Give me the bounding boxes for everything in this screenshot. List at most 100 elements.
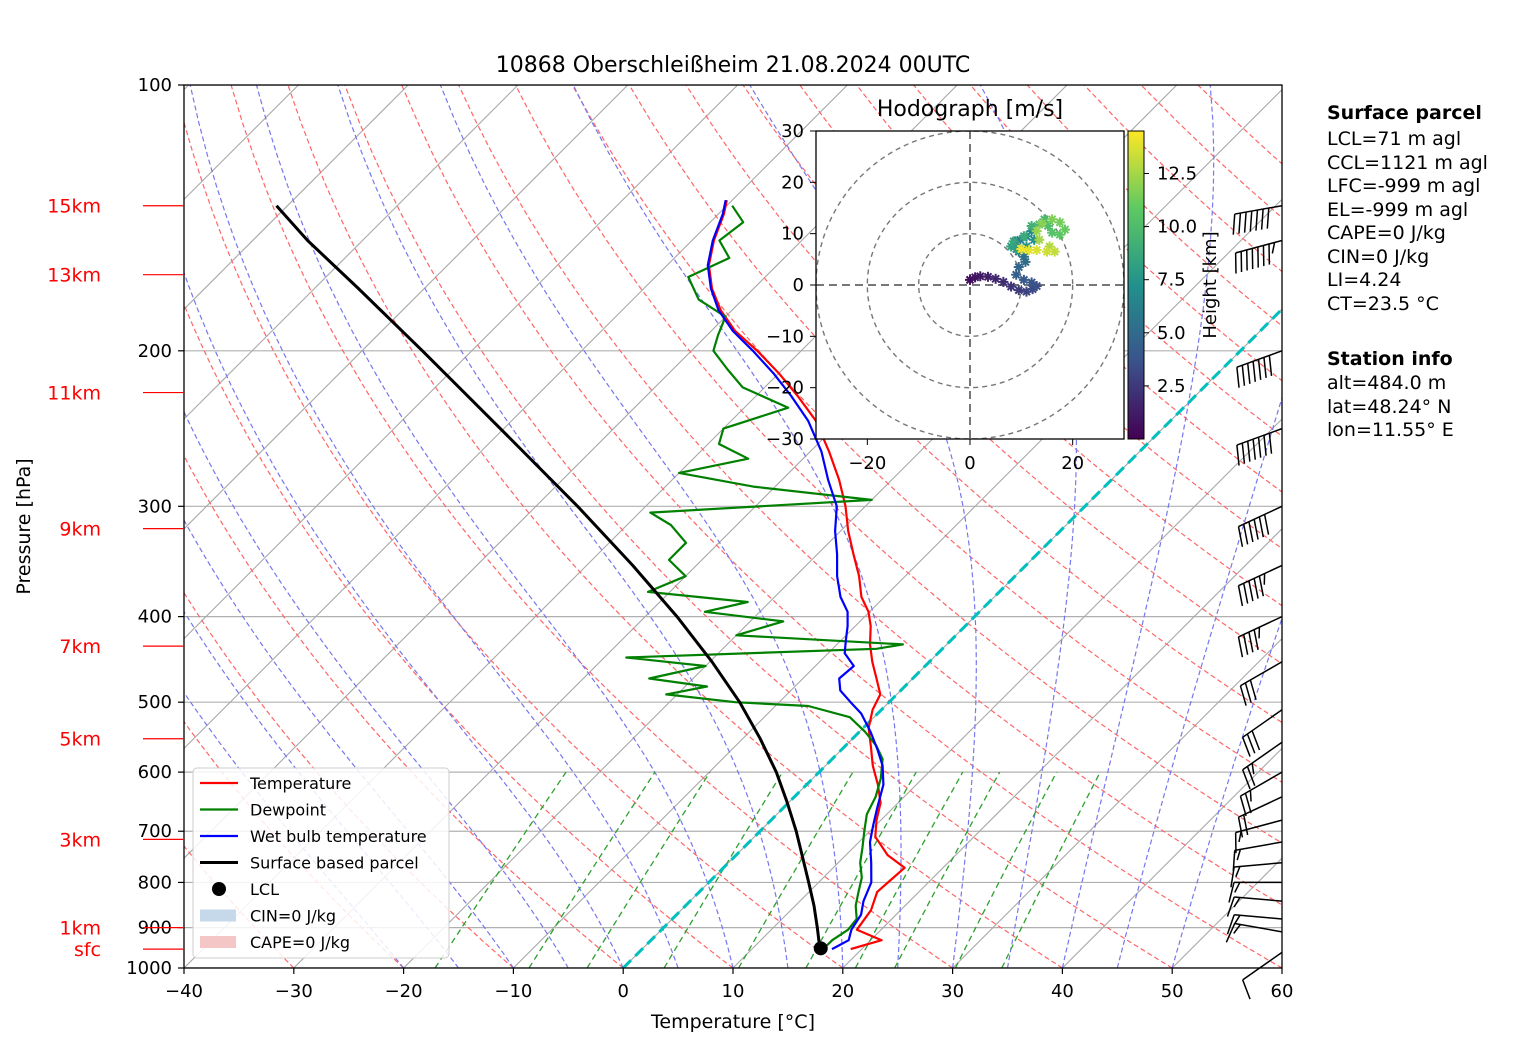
barb-feather [1237, 816, 1244, 838]
hodograph-y-tick-label: 30 [781, 121, 804, 142]
y-tick-label: 600 [138, 762, 172, 783]
hodograph-marker [1008, 236, 1019, 247]
station-info-line: lat=48.24° N [1327, 395, 1452, 418]
mixing-ratio-line [663, 771, 784, 968]
barb-feather [1268, 433, 1273, 454]
barb-feather [1263, 357, 1267, 378]
hodograph-marker-stroke [1032, 245, 1041, 255]
hodograph-marker-stroke [1014, 285, 1023, 295]
hodograph-marker [1006, 281, 1017, 292]
hodograph-marker-stroke [1014, 262, 1023, 272]
barb-shaft [1235, 239, 1283, 254]
hodograph-marker-stroke [1043, 221, 1053, 231]
hodograph-marker [1054, 217, 1065, 228]
mixing-ratio-line [434, 771, 567, 968]
mixing-ratio-line [586, 771, 711, 968]
barb-feather [1236, 849, 1242, 861]
x-tick-label: 40 [1051, 981, 1074, 1002]
legend-label: Wet bulb temperature [250, 827, 427, 846]
wind-barb [1237, 615, 1283, 658]
hodograph-marker-stroke [1006, 282, 1016, 291]
barb-shaft [1242, 709, 1283, 738]
lcl-marker [813, 941, 828, 956]
moist-adiabat [184, 519, 514, 968]
hodograph-marker-stroke [1019, 232, 1029, 241]
zero-isotherm-line [622, 307, 1282, 968]
wind-barb [1237, 564, 1283, 607]
isotherm-line [1062, 747, 1282, 968]
station-info-line: alt=484.0 m [1327, 372, 1447, 394]
hodograph-y-tick-label: 10 [781, 224, 804, 245]
hodograph-marker [1036, 218, 1047, 229]
hodograph-marker-stroke [1037, 219, 1047, 228]
hodograph-marker-stroke [1027, 278, 1036, 287]
surface-parcel-line: CT=23.5 °C [1327, 292, 1439, 315]
wind-barb [1239, 661, 1283, 706]
hodograph-marker-stroke [1027, 221, 1036, 231]
barb-feather [1253, 629, 1259, 650]
hodograph-marker [990, 273, 1001, 284]
hodograph-marker-stroke [1047, 228, 1057, 237]
barb-shaft [1240, 661, 1283, 687]
barb-feather [1263, 514, 1270, 535]
wind-barb [1241, 709, 1283, 757]
hodograph-marker [1018, 274, 1029, 285]
dry-adiabat [184, 302, 734, 968]
hodograph-marker-stroke [1047, 215, 1057, 224]
colorbar-tick-label: 7.5 [1157, 270, 1186, 291]
barb-feather [1260, 209, 1264, 230]
barb-shaft [1236, 427, 1283, 446]
y-tick-label: 500 [138, 692, 172, 713]
isotherm-line [184, 85, 409, 310]
colorbar-tick-label: 12.5 [1157, 163, 1197, 184]
barb-feather [1246, 363, 1251, 384]
barb-feather [1226, 896, 1235, 917]
isotherm-line [184, 85, 848, 750]
hodograph-marker [1026, 277, 1037, 288]
surface-parcel-list: LCL=71 m agl CCL=1121 m agl LFC=-999 m agl… [1327, 128, 1488, 316]
x-tick-label: −30 [275, 981, 313, 1002]
surface-parcel-line: CAPE=0 J/kg [1327, 222, 1446, 244]
barb-feather [1237, 526, 1244, 547]
hodograph-marker-stroke [976, 272, 985, 281]
barb-shaft [1234, 914, 1283, 920]
height-label: 3km [59, 829, 101, 851]
moist-adiabat [1171, 616, 1282, 968]
wind-barb [1228, 881, 1282, 903]
hodograph-marker-stroke [1035, 235, 1044, 245]
legend-swatch [200, 909, 236, 922]
barb-feather [1251, 730, 1261, 751]
barb-feather [1237, 636, 1244, 658]
barb-feather [1230, 866, 1235, 888]
barb-feather [1232, 214, 1236, 235]
barb-feather [1271, 242, 1276, 254]
y-tick-label: 200 [138, 341, 172, 362]
hodograph-y-tick-label: −20 [766, 378, 804, 399]
mixing-ratio-line [954, 771, 1058, 968]
barb-shaft [1234, 896, 1283, 902]
barb-feather [1235, 866, 1241, 878]
height-label: 15km [47, 196, 101, 218]
x-tick-label: 10 [722, 981, 745, 1002]
legend-swatch [212, 882, 226, 896]
x-axis-label: Temperature [°C] [650, 1011, 815, 1033]
hodograph-marker [1031, 281, 1042, 292]
hodograph-x-tick-label: 0 [964, 453, 975, 474]
wind-barbs [1225, 204, 1283, 1000]
barb-feather [1248, 631, 1254, 653]
dry-adiabat [401, 85, 1282, 968]
wind-barb [1239, 771, 1283, 817]
hodograph-ring [866, 181, 1074, 389]
legend-label: Dewpoint [250, 801, 326, 820]
barb-feather [1239, 795, 1247, 817]
barb-feather [1257, 359, 1262, 380]
barb-shaft [1234, 862, 1283, 868]
colorbar-tick-label: 5.0 [1157, 323, 1186, 344]
mixing-ratio-line [738, 771, 854, 968]
mixing-ratio-line [854, 771, 964, 968]
barb-feather [1251, 763, 1255, 775]
wetbulb-line [706, 199, 885, 951]
barb-feather [1239, 685, 1247, 706]
temperature-line [707, 199, 906, 951]
